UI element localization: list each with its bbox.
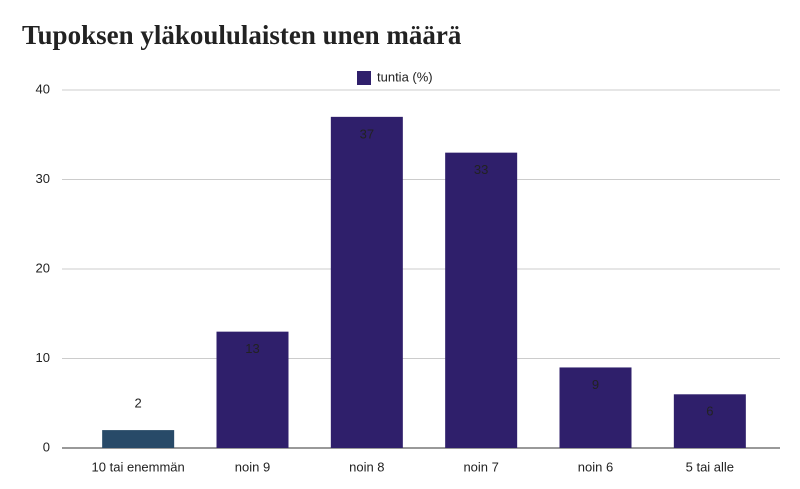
data-label: 9 (592, 377, 599, 392)
x-tick-label: noin 7 (463, 459, 498, 474)
data-label: 37 (360, 126, 374, 141)
bar (559, 367, 632, 448)
bar (216, 331, 289, 448)
y-tick-label: 20 (36, 260, 50, 275)
bar (673, 394, 746, 448)
data-label: 13 (245, 341, 259, 356)
bar (445, 152, 518, 448)
x-tick-label: noin 6 (578, 459, 613, 474)
chart-title: Tupoksen yläkoululaisten unen määrä (22, 20, 462, 50)
legend-label: tuntia (%) (377, 69, 433, 84)
y-tick-label: 40 (36, 81, 50, 96)
data-label: 2 (135, 396, 142, 411)
data-label: 33 (474, 162, 488, 177)
x-tick-label: noin 9 (235, 459, 270, 474)
y-tick-label: 10 (36, 350, 50, 365)
bar (102, 430, 175, 448)
legend-swatch (357, 71, 371, 85)
data-label: 6 (706, 404, 713, 419)
y-tick-label: 0 (43, 439, 50, 454)
y-tick-label: 30 (36, 171, 50, 186)
bar (330, 116, 403, 448)
x-tick-label: noin 8 (349, 459, 384, 474)
x-tick-label: 5 tai alle (686, 459, 734, 474)
x-tick-label: 10 tai enemmän (92, 459, 185, 474)
